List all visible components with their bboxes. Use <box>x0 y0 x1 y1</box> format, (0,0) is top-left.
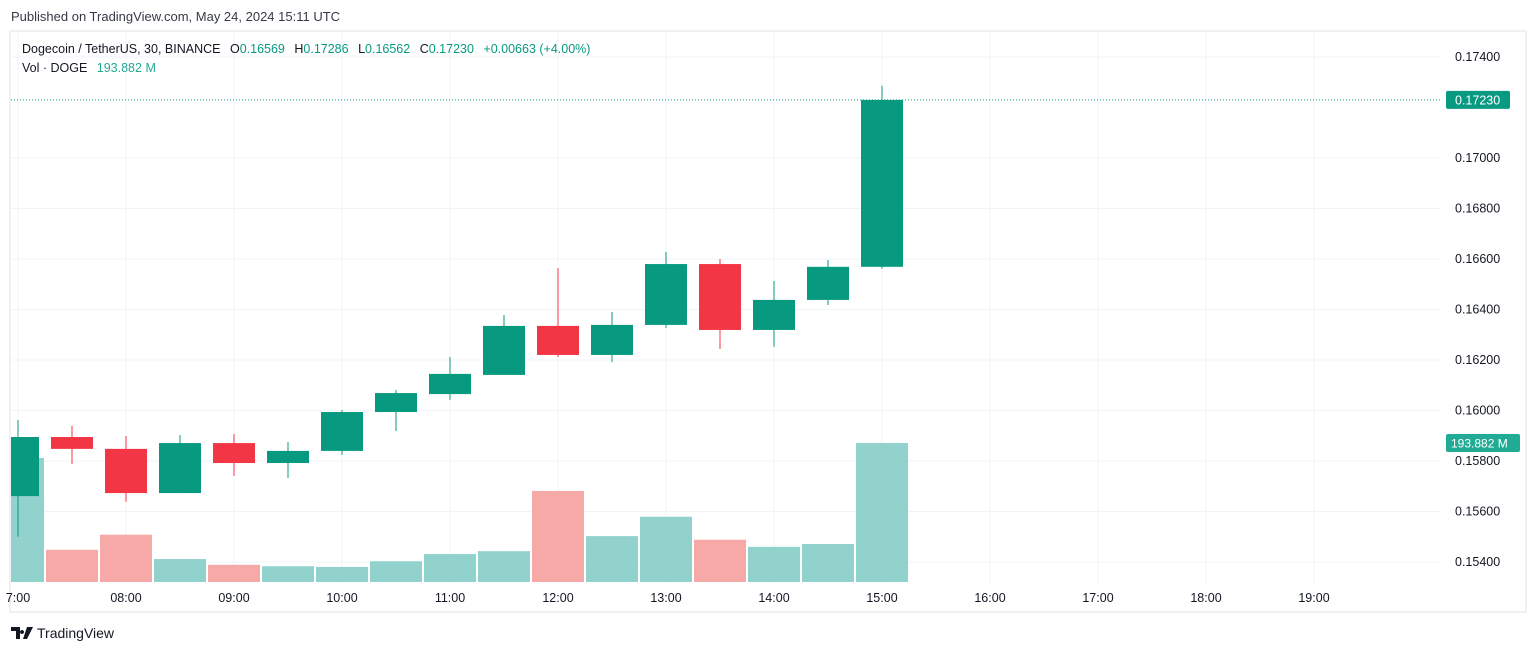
candle-body <box>537 325 579 355</box>
y-tick-label: 0.16200 <box>1455 353 1500 367</box>
high-label: H <box>294 42 304 56</box>
last-volume-badge <box>1446 434 1520 452</box>
close-label: C <box>419 42 429 56</box>
candle-body <box>753 299 795 330</box>
y-tick-label: 0.16600 <box>1455 252 1500 266</box>
candle-body <box>51 437 93 449</box>
volume-bar <box>856 443 908 582</box>
last-price-label: 0.17230 <box>1446 90 1510 109</box>
volume-bar <box>262 566 314 582</box>
open-label: O <box>229 42 240 56</box>
candle-body <box>105 448 147 494</box>
y-tick-label: 0.16000 <box>1455 404 1500 418</box>
volume-bar <box>100 534 152 582</box>
volume-bar <box>802 544 854 582</box>
candle-body <box>861 99 903 267</box>
volume-label[interactable]: Vol · DOGE <box>22 61 88 75</box>
published-header: Published on TradingView.com, May 24, 20… <box>11 9 341 24</box>
x-tick-label: 7:00 <box>6 591 30 605</box>
x-tick-label: 09:00 <box>218 591 249 605</box>
last-volume-text: 193.882 M <box>1451 437 1508 451</box>
volume-bar <box>208 564 260 582</box>
candle-body <box>213 443 255 464</box>
y-tick-label: 0.15400 <box>1455 555 1500 569</box>
volume-bar <box>478 551 530 582</box>
volume-bar <box>532 490 584 582</box>
y-tick-label: 0.17400 <box>1455 50 1500 64</box>
volume-bar <box>316 566 368 582</box>
last-price-text: 0.17230 <box>1455 93 1500 107</box>
volume-value: 193.882 M <box>96 61 156 75</box>
low-label: L <box>358 42 366 56</box>
last-price-badge <box>1446 90 1510 109</box>
y-tick-label: 0.15800 <box>1455 454 1500 468</box>
volume-bar <box>424 554 476 582</box>
ohlc-row: Dogecoin / TetherUS, 30, BINANCE O0.1656… <box>22 40 590 59</box>
y-tick-label: 0.16800 <box>1455 202 1500 216</box>
x-tick-label: 13:00 <box>650 591 681 605</box>
candle-body <box>645 264 687 325</box>
y-tick-label: 0.15600 <box>1455 505 1500 519</box>
high-value: 0.17286 <box>303 42 349 56</box>
brand-name: TradingView <box>37 625 115 641</box>
x-tick-label: 11:00 <box>435 591 465 605</box>
volume-bar <box>748 546 800 582</box>
candle-body <box>159 443 201 494</box>
time-axis[interactable]: 7:00 08:00 09:00 10:00 11:00 12:00 13:00 14:00 1… <box>6 591 1330 605</box>
y-tick-label: 0.17000 <box>1455 151 1500 165</box>
x-tick-label: 08:00 <box>110 591 141 605</box>
tradingview-logo[interactable]: TradingView <box>11 625 114 641</box>
price-axis[interactable]: 0.17400 0.17000 0.16800 0.16600 0.16400 0.162… <box>1455 50 1500 569</box>
x-tick-label: 16:00 <box>974 591 1005 605</box>
volume-bar <box>46 549 98 582</box>
chart-frame <box>9 30 1527 613</box>
grid <box>11 32 1440 583</box>
symbol-title[interactable]: Dogecoin / TetherUS, 30, BINANCE <box>22 42 221 56</box>
change-value: +0.00663 (+4.00%) <box>483 42 591 56</box>
volume-bar <box>154 559 206 582</box>
x-tick-label: 14:00 <box>758 591 789 605</box>
x-tick-label: 18:00 <box>1190 591 1221 605</box>
y-tick-label: 0.16400 <box>1455 303 1500 317</box>
x-tick-label: 17:00 <box>1082 591 1113 605</box>
last-volume-label: 193.882 M <box>1446 434 1520 452</box>
chart-legend: Dogecoin / TetherUS, 30, BINANCE O0.1656… <box>22 40 590 78</box>
candle-body <box>267 450 309 464</box>
tradingview-logo-icon <box>11 627 33 639</box>
volume-bars <box>11 443 908 582</box>
x-tick-label: 12:00 <box>542 591 573 605</box>
close-value: 0.17230 <box>428 42 474 56</box>
low-value: 0.16562 <box>365 42 411 56</box>
candle-body <box>429 373 471 395</box>
volume-bar <box>694 539 746 582</box>
candle-body <box>483 325 525 375</box>
x-tick-label: 19:00 <box>1298 591 1329 605</box>
candle-body <box>321 412 363 451</box>
candle-body <box>699 264 741 330</box>
volume-bar <box>586 536 638 582</box>
candle-body <box>807 266 849 300</box>
candles <box>11 85 903 537</box>
x-tick-label: 15:00 <box>866 591 897 605</box>
volume-bar <box>640 516 692 582</box>
candle-body <box>375 393 417 413</box>
volume-bar <box>370 561 422 582</box>
candle-body <box>11 437 39 497</box>
open-value: 0.16569 <box>239 42 285 56</box>
x-tick-label: 10:00 <box>326 591 357 605</box>
candle-body <box>591 324 633 355</box>
volume-row: Vol · DOGE 193.882 M <box>22 59 590 78</box>
